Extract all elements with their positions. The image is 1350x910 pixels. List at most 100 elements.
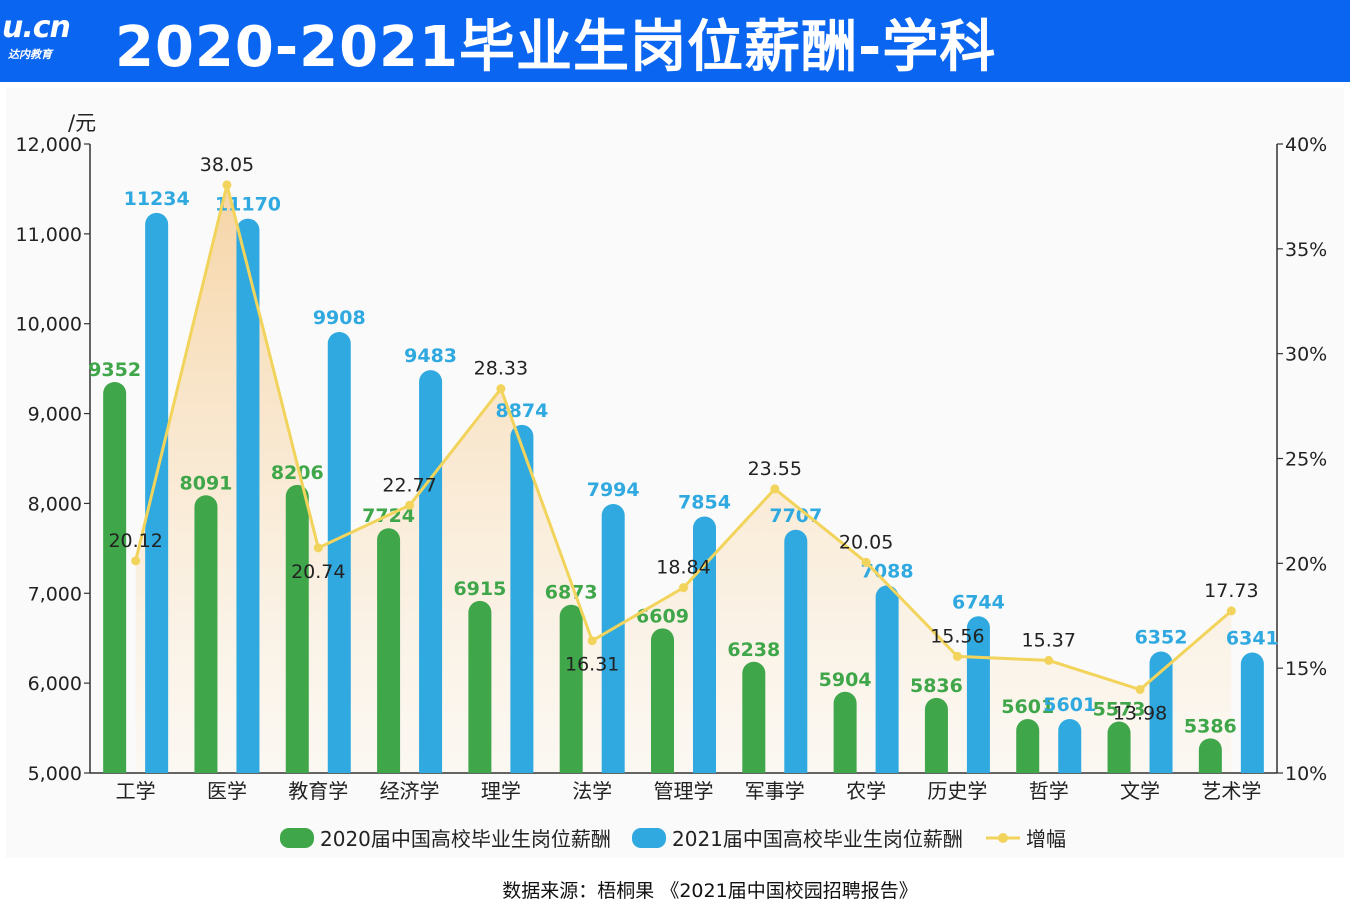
legend-label-growth: 增幅	[1026, 827, 1066, 851]
data-label-2020: 5904	[819, 669, 872, 691]
x-tick-label: 军事学	[745, 779, 805, 803]
x-tick-label: 工学	[116, 779, 156, 803]
right-tick-label: 25%	[1285, 449, 1327, 471]
bar-2020	[559, 604, 583, 773]
data-label-2020: 6238	[727, 639, 780, 661]
bar-2020	[194, 495, 218, 773]
legend-label-2021: 2021届中国高校毕业生岗位薪酬	[672, 827, 963, 851]
bar-2021	[510, 424, 534, 773]
data-label-2021: 6341	[1226, 628, 1279, 650]
x-tick-label: 经济学	[380, 779, 440, 803]
x-tick-label: 教育学	[288, 779, 348, 803]
bar-2020	[651, 628, 674, 773]
legend-label-2020: 2020届中国高校毕业生岗位薪酬	[320, 827, 611, 851]
bar-2021	[419, 370, 443, 773]
x-tick-label: 哲学	[1029, 779, 1069, 803]
growth-point	[861, 557, 871, 567]
x-tick-label: 法学	[572, 779, 612, 803]
growth-label: 15.56	[930, 625, 984, 647]
data-source: 数据来源：梧桐果 《2021届中国校园招聘报告》	[502, 880, 918, 902]
right-tick-label: 15%	[1285, 658, 1327, 680]
bar-2020	[377, 528, 401, 773]
page-title: 2020-2021毕业生岗位薪酬-学科	[115, 15, 997, 80]
left-tick-label: 5,000	[28, 763, 82, 785]
logo-subtext: 达内教育	[8, 48, 52, 61]
data-label-2021: 7994	[587, 479, 640, 501]
growth-point	[313, 543, 323, 553]
bar-2020	[103, 381, 127, 773]
bar-2021	[966, 616, 990, 773]
growth-point	[1135, 685, 1145, 695]
bar-2021	[601, 503, 625, 773]
left-tick-label: 6,000	[28, 673, 82, 695]
bar-2021	[1240, 652, 1264, 773]
growth-label: 17.73	[1204, 580, 1258, 602]
data-label-2020: 9352	[88, 359, 141, 381]
bar-2021	[1149, 651, 1173, 773]
growth-label: 20.12	[108, 530, 162, 552]
data-label-2021: 6744	[952, 591, 1005, 613]
bar-2021	[784, 529, 808, 773]
growth-label: 18.84	[656, 557, 710, 579]
growth-point	[587, 636, 597, 646]
data-label-2020: 6873	[545, 582, 598, 604]
data-label-2020: 8091	[180, 472, 233, 494]
data-label-2020: 5836	[910, 675, 963, 697]
data-label-2021: 9483	[404, 345, 457, 367]
right-tick-label: 10%	[1285, 763, 1327, 785]
x-tick-label: 历史学	[927, 779, 987, 803]
legend-swatch-growth-dot	[998, 833, 1008, 843]
growth-label: 38.05	[200, 154, 254, 176]
x-tick-label: 理学	[481, 779, 521, 803]
data-label-2021: 8874	[495, 400, 548, 422]
growth-point	[679, 583, 688, 593]
bar-2020	[285, 484, 309, 773]
x-tick-label: 农学	[846, 779, 886, 803]
bar-2021	[327, 331, 351, 773]
bar-2021	[1058, 718, 1082, 773]
growth-label: 15.37	[1022, 629, 1076, 651]
data-label-2021: 6352	[1135, 627, 1188, 649]
left-tick-label: 10,000	[16, 314, 82, 336]
data-label-2020: 5573	[1093, 699, 1146, 721]
growth-label: 20.74	[291, 561, 345, 583]
data-label-2021: 11234	[124, 188, 190, 210]
growth-point	[1044, 655, 1054, 665]
legend-swatch-2021	[632, 828, 666, 848]
x-tick-label: 艺术学	[1201, 779, 1261, 803]
bar-2020	[468, 600, 492, 773]
logo-text: u.cn	[2, 10, 71, 45]
growth-point	[405, 500, 415, 510]
data-label-2021: 9908	[313, 307, 366, 329]
growth-label: 16.31	[565, 654, 619, 676]
brand-logo: u.cn 达内教育	[0, 8, 80, 68]
bar-2020	[1107, 721, 1131, 773]
left-tick-label: 9,000	[28, 404, 82, 426]
bar-2020	[1016, 719, 1040, 773]
growth-point	[1226, 606, 1236, 616]
left-axis-unit: /元	[68, 111, 96, 135]
bar-2021	[693, 516, 716, 773]
x-tick-label: 医学	[207, 779, 247, 803]
right-tick-label: 20%	[1285, 553, 1327, 575]
left-tick-label: 8,000	[28, 493, 82, 515]
growth-label: 23.55	[748, 458, 802, 480]
growth-point	[952, 651, 962, 661]
salary-chart: 5,000 6,000 7,000 8,000 9,000 10,000 11,000 12,…	[16, 111, 1328, 851]
data-label-2020: 6609	[636, 605, 689, 627]
data-label-2020: 5386	[1184, 715, 1237, 737]
legend-swatch-2020	[280, 828, 314, 848]
data-label-2021: 7088	[861, 560, 914, 582]
growth-area	[135, 184, 1232, 773]
growth-label: 20.05	[839, 531, 893, 553]
growth-point	[131, 556, 141, 566]
bar-2020	[833, 691, 857, 773]
growth-label: 22.77	[382, 474, 436, 496]
x-tick-label: 文学	[1120, 779, 1160, 803]
data-label-2021: 5601	[1043, 694, 1096, 716]
right-tick-label: 35%	[1285, 239, 1327, 261]
left-tick-label: 12,000	[16, 134, 82, 156]
bar-2021	[236, 218, 260, 774]
right-tick-label: 30%	[1285, 344, 1327, 366]
bar-2020	[924, 697, 948, 773]
